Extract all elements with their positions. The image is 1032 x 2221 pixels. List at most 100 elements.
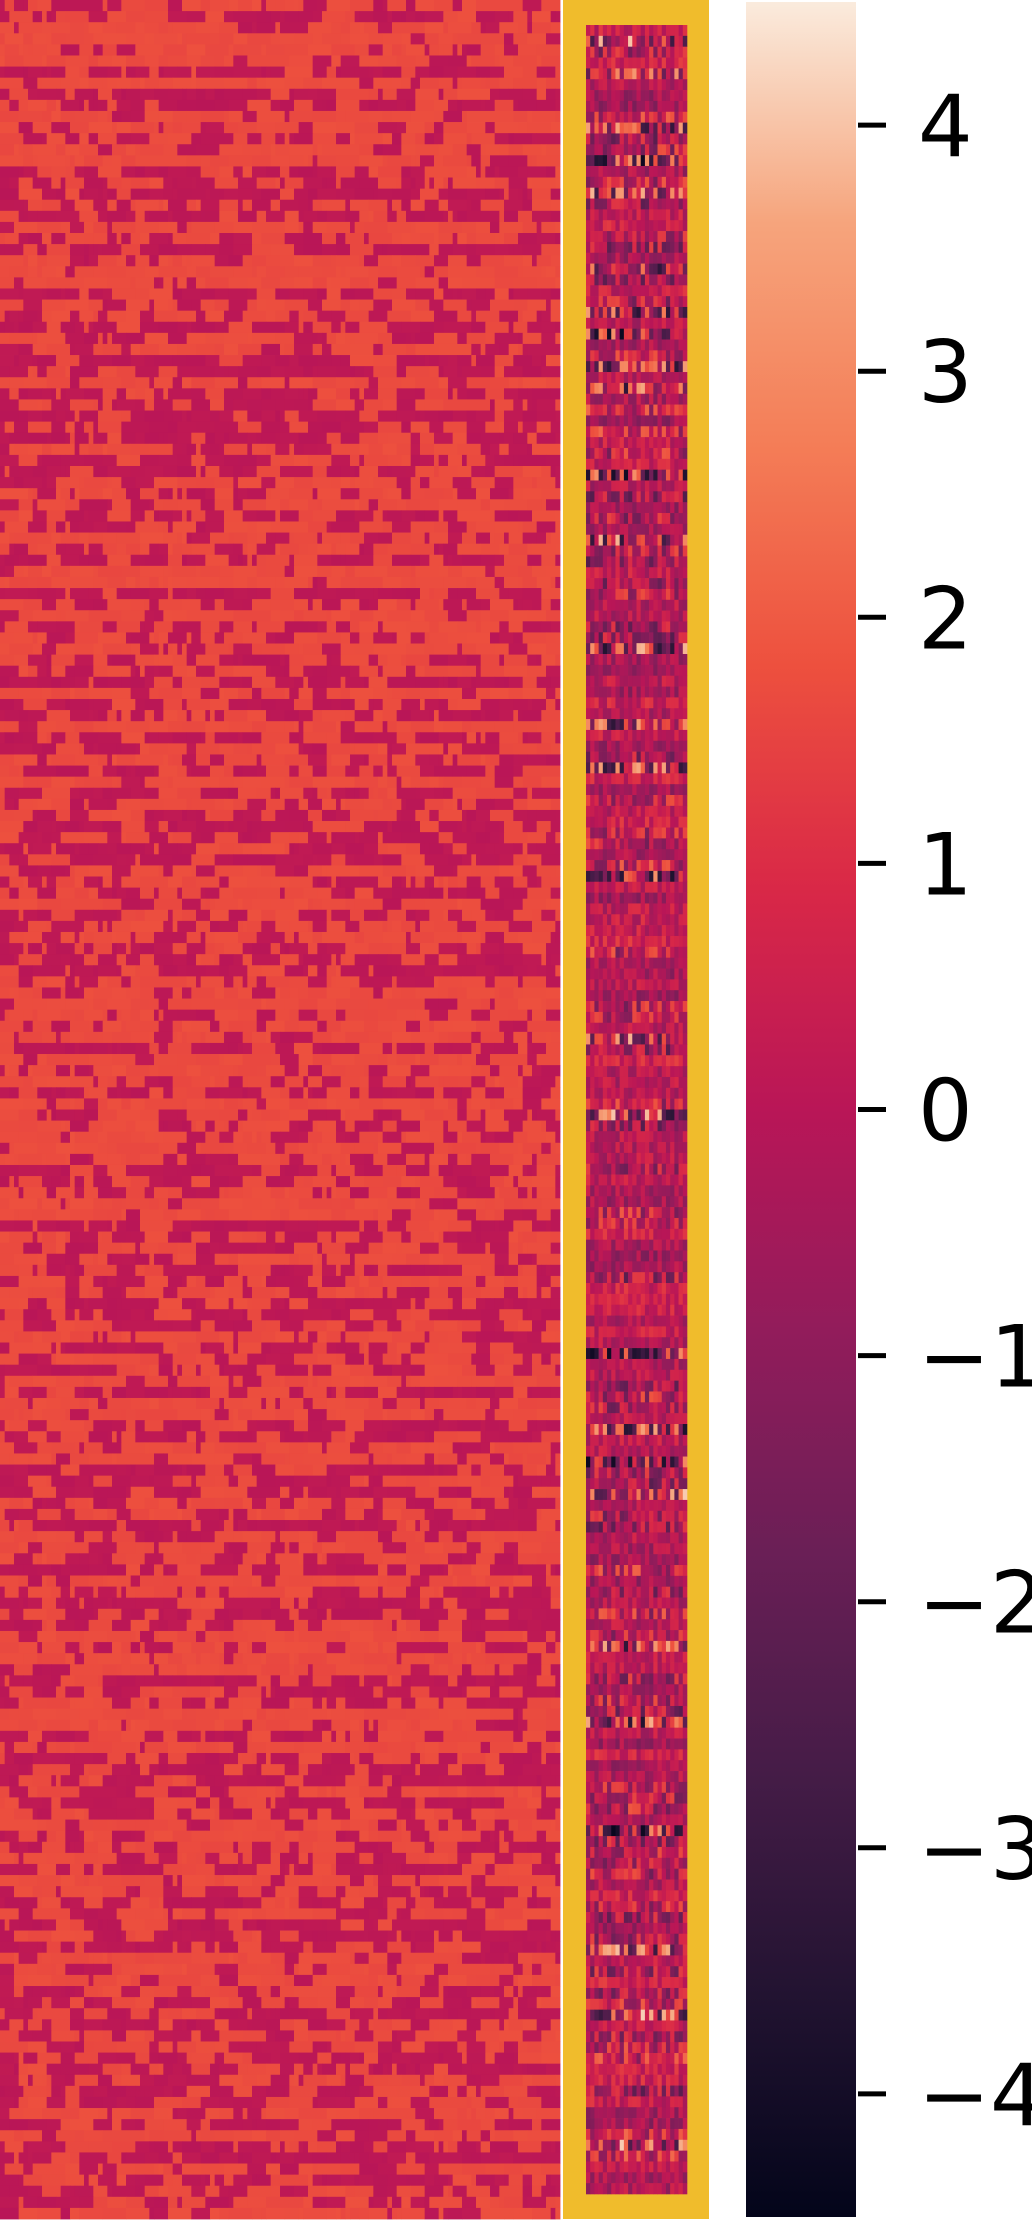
heatmap-cell bbox=[420, 233, 435, 245]
heatmap-cell bbox=[56, 266, 66, 278]
heatmap-cell bbox=[518, 166, 528, 178]
heatmap-cell bbox=[401, 166, 412, 178]
heatmap-cell bbox=[415, 909, 430, 922]
heatmap-cell bbox=[84, 821, 104, 833]
heatmap-cell bbox=[494, 998, 519, 1011]
heatmap-cell bbox=[541, 710, 561, 722]
heatmap-cell bbox=[177, 1242, 197, 1255]
heatmap-cell bbox=[224, 11, 234, 23]
heatmap-cell bbox=[359, 488, 384, 500]
heatmap-cell bbox=[438, 355, 449, 367]
heatmap-cell bbox=[224, 599, 244, 611]
heatmap-cell bbox=[177, 477, 197, 489]
heatmap-cell bbox=[410, 233, 421, 245]
heatmap-cell bbox=[476, 576, 496, 589]
heatmap-cell bbox=[410, 887, 430, 900]
heatmap-cell bbox=[438, 809, 463, 822]
heatmap-cell bbox=[224, 110, 230, 123]
heatmap-cell bbox=[546, 499, 561, 511]
heatmap-cell bbox=[0, 1164, 20, 1177]
heatmap-cell bbox=[102, 77, 108, 90]
heatmap-cell bbox=[228, 288, 248, 300]
heatmap-cell bbox=[98, 499, 108, 511]
heatmap-cell bbox=[289, 88, 295, 101]
heatmap-cell bbox=[494, 288, 510, 300]
heatmap-cell bbox=[490, 998, 496, 1011]
heatmap-cell bbox=[191, 255, 216, 267]
heatmap-cell bbox=[182, 122, 202, 134]
heatmap-cell bbox=[504, 532, 510, 545]
heatmap-cell bbox=[177, 898, 183, 911]
heatmap-cell bbox=[420, 11, 426, 23]
heatmap-cell bbox=[130, 1031, 150, 1044]
heatmap-cell bbox=[536, 1187, 556, 1199]
heatmap-cell bbox=[93, 521, 108, 533]
heatmap-cell bbox=[513, 776, 524, 789]
heatmap-cell bbox=[88, 255, 99, 267]
heatmap-cell bbox=[406, 676, 416, 689]
heatmap-cell bbox=[387, 1054, 398, 1066]
heatmap-cell bbox=[522, 266, 542, 278]
heatmap-cell bbox=[396, 366, 407, 378]
heatmap-cell bbox=[541, 954, 547, 966]
heatmap-cell bbox=[382, 798, 393, 811]
heatmap-cell bbox=[210, 188, 220, 201]
heatmap-cell bbox=[298, 1120, 314, 1133]
heatmap-cell bbox=[462, 99, 482, 112]
heatmap-cell bbox=[79, 1231, 99, 1244]
heatmap-cell bbox=[541, 588, 561, 600]
heatmap-cell bbox=[14, 477, 24, 489]
heatmap-cell bbox=[494, 99, 514, 112]
heatmap-cell bbox=[354, 776, 379, 789]
heatmap-cell bbox=[233, 798, 248, 811]
heatmap-cell bbox=[42, 787, 48, 800]
heatmap-cell bbox=[42, 66, 48, 79]
heatmap-cell bbox=[555, 865, 561, 877]
heatmap-cell bbox=[415, 510, 426, 522]
heatmap-cell bbox=[0, 521, 6, 533]
heatmap-cell bbox=[382, 920, 388, 933]
heatmap-cell bbox=[79, 144, 99, 156]
heatmap-cell bbox=[4, 588, 10, 600]
heatmap-cell bbox=[480, 854, 496, 866]
heatmap-cell bbox=[289, 1198, 295, 1210]
heatmap-cell bbox=[93, 355, 108, 367]
heatmap-cell bbox=[527, 1187, 533, 1199]
heatmap-cell bbox=[312, 110, 337, 123]
heatmap-cell bbox=[191, 388, 206, 400]
heatmap-cell bbox=[555, 510, 561, 522]
heatmap-cell bbox=[158, 166, 169, 178]
heatmap-cell bbox=[0, 443, 10, 456]
heatmap-cell bbox=[401, 199, 412, 212]
heatmap-cell bbox=[536, 532, 547, 545]
heatmap-cell bbox=[14, 188, 20, 201]
heatmap-cell bbox=[424, 210, 444, 223]
heatmap-cell bbox=[158, 976, 164, 988]
heatmap-cell bbox=[210, 1153, 230, 1166]
heatmap-cell bbox=[126, 66, 136, 79]
heatmap-cell bbox=[88, 299, 104, 312]
heatmap-cell bbox=[79, 355, 94, 367]
heatmap-cell bbox=[350, 221, 356, 234]
heatmap-cell bbox=[214, 1009, 239, 1022]
heatmap-cell bbox=[70, 488, 76, 500]
heatmap-cell bbox=[326, 432, 342, 445]
heatmap-cell bbox=[116, 1076, 127, 1088]
heatmap-cell bbox=[345, 954, 356, 966]
heatmap-cell bbox=[256, 787, 272, 800]
heatmap-cell bbox=[443, 366, 458, 378]
heatmap-cell bbox=[79, 477, 85, 489]
heatmap-cell bbox=[107, 576, 127, 589]
heatmap-cell bbox=[392, 687, 407, 700]
heatmap-cell bbox=[74, 665, 94, 678]
heatmap-cell bbox=[392, 255, 402, 267]
heatmap-cell bbox=[186, 44, 206, 56]
heatmap-cell bbox=[32, 1009, 38, 1022]
heatmap-cell bbox=[350, 698, 356, 711]
heatmap-cell bbox=[532, 355, 542, 367]
heatmap-cell bbox=[200, 1065, 220, 1077]
heatmap-cell bbox=[410, 965, 426, 977]
heatmap-cell bbox=[359, 321, 384, 334]
heatmap-cell bbox=[485, 99, 496, 112]
heatmap-cell bbox=[102, 1198, 113, 1210]
